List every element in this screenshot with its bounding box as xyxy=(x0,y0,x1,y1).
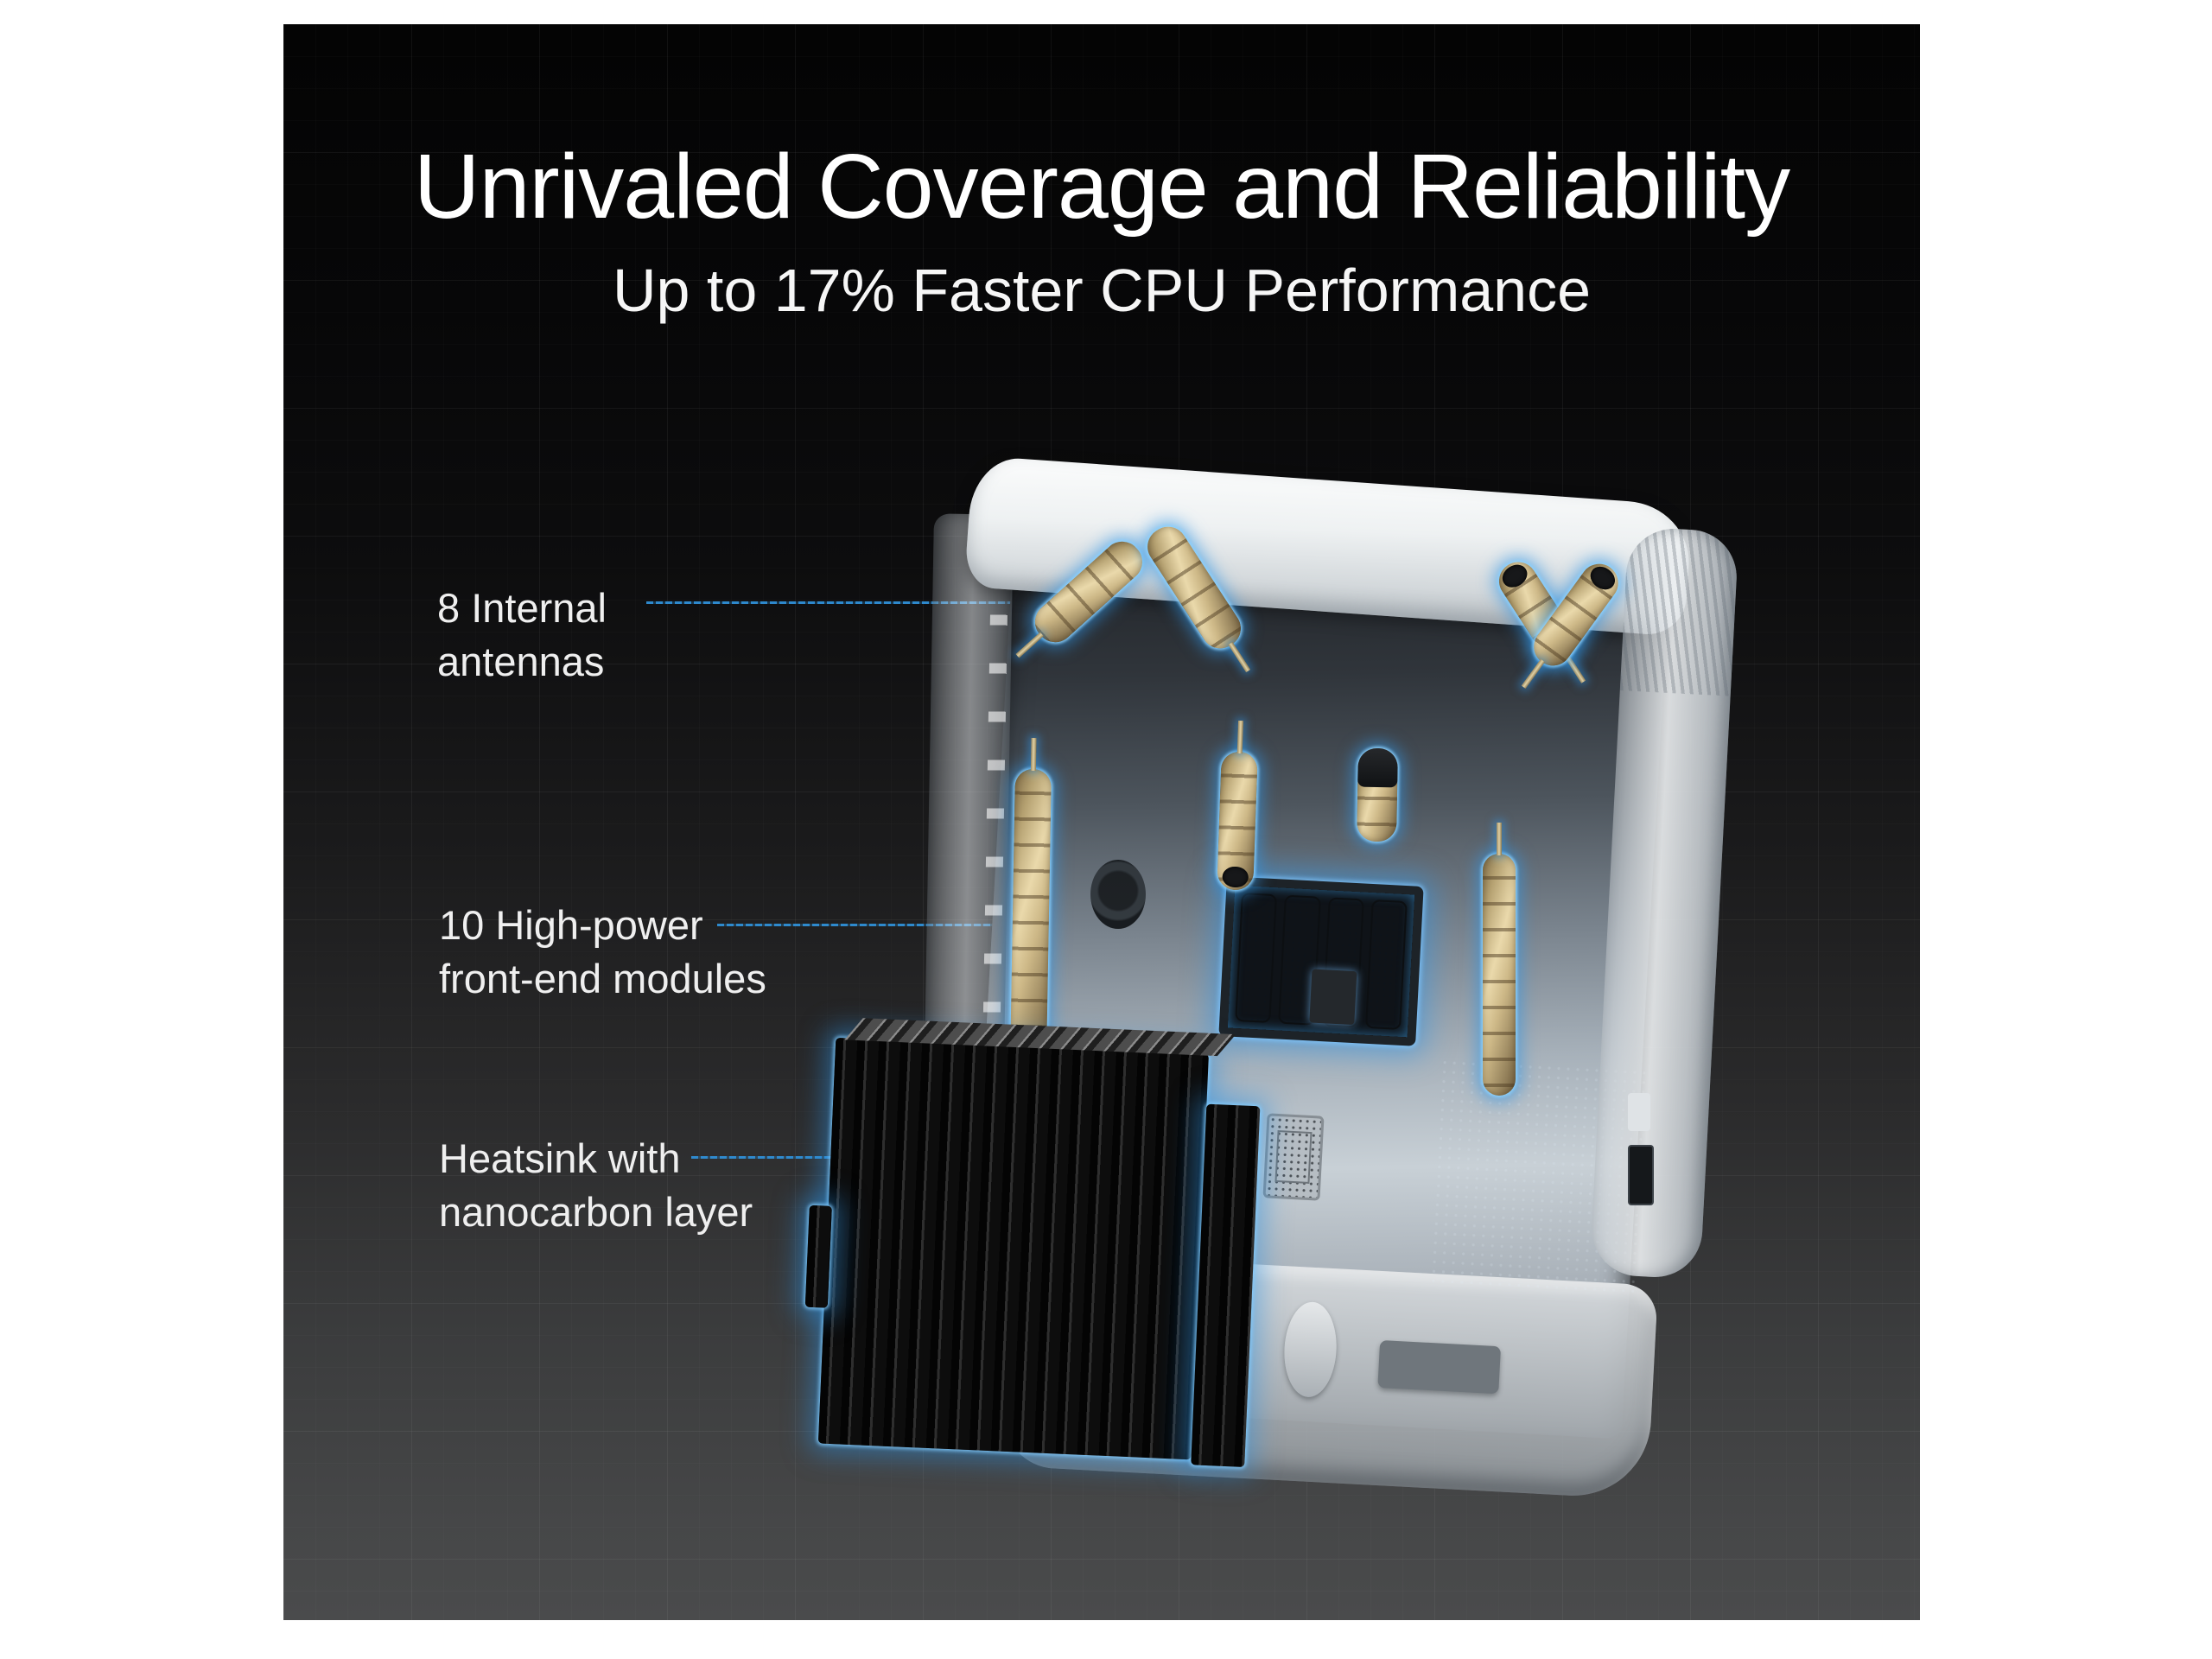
front-end-module-slot xyxy=(1235,893,1278,1024)
antenna-gold xyxy=(1483,823,1516,1096)
callout-label-modules: 10 High-power front-end modules xyxy=(439,899,766,1006)
callout-label-line: 8 Internal xyxy=(437,585,607,631)
front-end-module-slot xyxy=(1364,899,1408,1030)
antenna-gold xyxy=(1010,768,1052,1059)
leader-line-antennas xyxy=(646,601,1075,604)
page-subtitle: Up to 17% Faster CPU Performance xyxy=(612,257,1592,324)
module-chip xyxy=(1308,969,1357,1026)
antenna-gold xyxy=(1357,747,1398,842)
heatsink-mount-tab xyxy=(804,1205,832,1308)
side-port xyxy=(1628,1145,1654,1205)
callout-label-line: nanocarbon layer xyxy=(439,1189,753,1235)
callout-label-line: 10 High-power xyxy=(439,902,703,948)
callout-label-antennas: 8 Internal antennas xyxy=(437,582,607,689)
antenna-gold xyxy=(1217,751,1258,891)
callout-label-line: Heatsink with xyxy=(439,1135,681,1181)
heatsink xyxy=(804,1037,1285,1497)
antenna-tip xyxy=(1222,866,1249,888)
front-end-module-bank xyxy=(1218,876,1424,1046)
heatsink-fins xyxy=(817,1037,1209,1460)
hero-panel: Unrivaled Coverage and Reliability Up to… xyxy=(283,24,1920,1620)
fan-opening xyxy=(1090,860,1146,929)
tray-component xyxy=(1377,1339,1502,1395)
callout-label-line: front-end modules xyxy=(439,956,766,1001)
page-title: Unrivaled Coverage and Reliability xyxy=(413,136,1790,238)
side-port xyxy=(1628,1093,1650,1131)
callout-label-heatsink: Heatsink with nanocarbon layer xyxy=(439,1132,753,1239)
callout-label-line: antennas xyxy=(437,639,605,684)
tray-screw-post xyxy=(1281,1300,1339,1399)
